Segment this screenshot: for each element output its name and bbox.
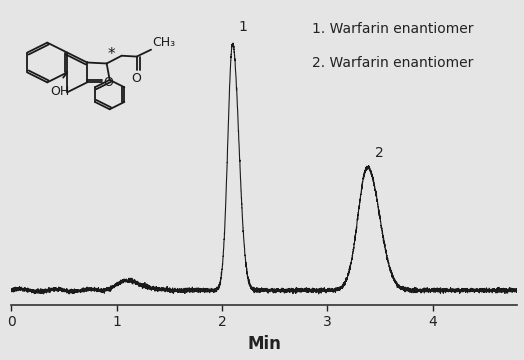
Text: O: O bbox=[104, 76, 114, 89]
Text: *: * bbox=[107, 47, 115, 62]
Text: 1: 1 bbox=[239, 20, 248, 34]
Text: OH: OH bbox=[50, 85, 70, 98]
Text: 1. Warfarin enantiomer: 1. Warfarin enantiomer bbox=[312, 22, 474, 36]
Text: 2. Warfarin enantiomer: 2. Warfarin enantiomer bbox=[312, 56, 474, 70]
X-axis label: Min: Min bbox=[247, 335, 281, 353]
Text: CH₃: CH₃ bbox=[152, 36, 176, 49]
Text: O: O bbox=[132, 72, 141, 85]
Text: 2: 2 bbox=[375, 146, 384, 160]
